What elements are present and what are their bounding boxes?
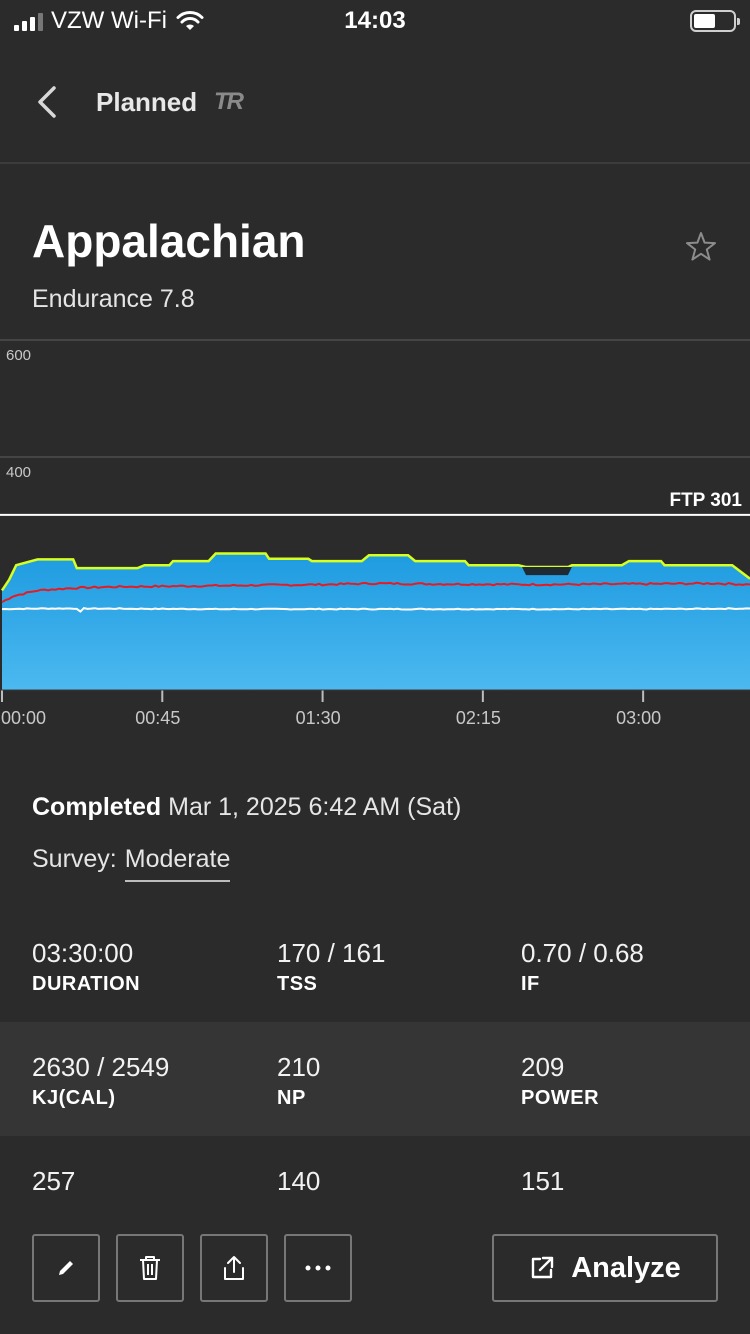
trash-icon (140, 1256, 160, 1280)
status-bar: VZW Wi-Fi 14:03 (0, 0, 750, 40)
y-tick-label: 400 (6, 464, 31, 481)
survey-value[interactable]: Moderate (124, 845, 231, 882)
more-horizontal-icon (305, 1265, 331, 1271)
stat-label: IF (521, 973, 540, 995)
more-button[interactable] (284, 1234, 352, 1302)
stat-label: KJ(CAL) (32, 1087, 116, 1109)
x-tick-label: 03:00 (616, 708, 661, 728)
heart-rate-line (1, 607, 750, 613)
status-left: VZW Wi-Fi (14, 7, 205, 35)
stat-value: 209 (521, 1052, 565, 1082)
bottom-toolbar: Analyze (0, 1214, 750, 1334)
share-button[interactable] (200, 1234, 268, 1302)
stat-kj: 2630 / 2549 KJ(CAL) (32, 1052, 169, 1110)
analyze-label: Analyze (571, 1251, 681, 1284)
stat-power: 209 POWER (521, 1052, 599, 1110)
power-line (1, 581, 750, 603)
x-axis: 00:00 00:45 01:30 02:15 03:00 (0, 689, 750, 728)
survey-line: Survey: Moderate (32, 845, 231, 882)
stat-np: 210 NP (277, 1052, 320, 1110)
stats-row: 03:30:00 DURATION 170 / 161 TSS 0.70 / 0… (0, 922, 750, 1036)
x-tick-label: 02:15 (456, 708, 501, 728)
stat-label: DURATION (32, 973, 141, 995)
x-tick-label: 00:45 (135, 708, 180, 728)
completed-line: Completed Mar 1, 2025 6:42 AM (Sat) (32, 793, 461, 822)
stat-label: POWER (521, 1087, 600, 1109)
stat-value: 140 (277, 1166, 321, 1196)
completed-date: Mar 1, 2025 6:42 AM (Sat) (168, 793, 462, 821)
workout-power-chart[interactable]: 600 400 2 FTP 301 00:0000:4501:3002:1503… (0, 338, 750, 738)
stats-row: 257 140 151 (0, 1136, 750, 1250)
stat-cell: 140 (277, 1166, 320, 1197)
chart-svg: 600 400 2 FTP 301 00:0000:4501:3002:1503… (0, 339, 750, 728)
stat-cell: 257 (32, 1166, 75, 1197)
share-icon (224, 1256, 244, 1280)
x-tick-label: 01:30 (296, 708, 341, 728)
stat-value: 151 (521, 1166, 565, 1196)
delete-button[interactable] (116, 1234, 184, 1302)
stat-value: 210 (277, 1052, 321, 1082)
chevron-left-icon[interactable] (30, 84, 66, 120)
status-time: 14:03 (344, 7, 406, 34)
stat-if: 0.70 / 0.68 IF (521, 938, 644, 996)
chart-marks (0, 513, 750, 690)
stat-label: TSS (277, 973, 318, 995)
stat-value: 2630 / 2549 (32, 1052, 170, 1082)
stat-tss: 170 / 161 TSS (277, 938, 385, 996)
stat-label: NP (277, 1087, 306, 1109)
workout-name: Appalachian (32, 215, 306, 267)
analyze-button[interactable]: Analyze (492, 1234, 718, 1302)
workout-subtitle: Endurance 7.8 (32, 285, 195, 313)
x-tick-label: 00:00 (1, 708, 46, 728)
interval-marker (522, 566, 572, 576)
stat-duration: 03:30:00 DURATION (32, 938, 140, 996)
stat-cell: 151 (521, 1166, 564, 1197)
edit-button[interactable] (32, 1234, 100, 1302)
stat-value: 257 (32, 1166, 76, 1196)
survey-label: Survey: (32, 845, 117, 873)
target-power-area (2, 553, 750, 690)
pencil-icon (59, 1261, 73, 1275)
stat-value: 170 / 161 (277, 938, 386, 968)
completed-label: Completed (32, 793, 162, 821)
stat-value: 0.70 / 0.68 (521, 938, 644, 968)
carrier-label: VZW Wi-Fi (51, 7, 167, 34)
page-title: Planned (96, 87, 198, 117)
y-tick-label: 600 (6, 347, 31, 364)
battery-icon (690, 10, 740, 32)
signal-icon (14, 11, 43, 31)
trainerroad-logo: TR (214, 88, 244, 115)
ftp-label: FTP 301 (669, 490, 742, 511)
star-outline-icon[interactable] (684, 230, 718, 264)
target-power-outline (0, 552, 750, 592)
stat-value: 03:30:00 (32, 938, 134, 968)
stats-row: 2630 / 2549 KJ(CAL) 210 NP 209 POWER (0, 1022, 750, 1136)
nav-header: Planned TR (0, 40, 750, 164)
wifi-icon (176, 11, 204, 30)
external-link-icon (531, 1256, 554, 1279)
